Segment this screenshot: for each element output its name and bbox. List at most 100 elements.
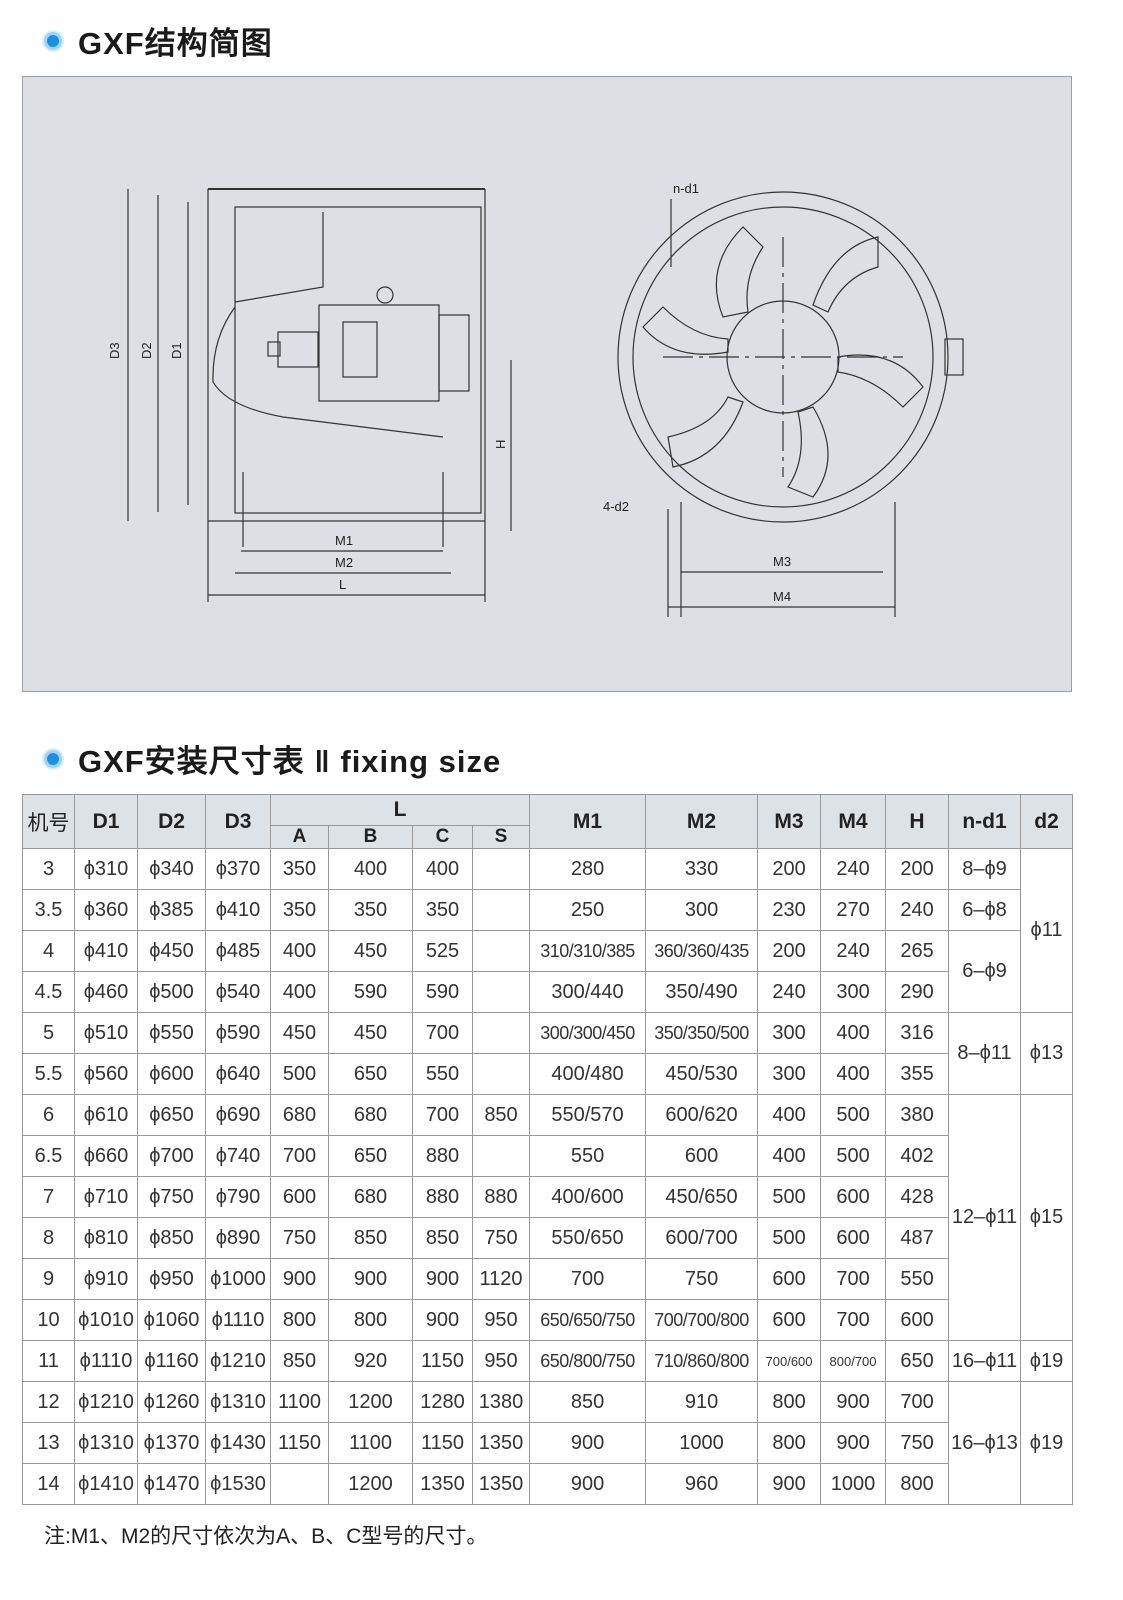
bullet-icon — [44, 749, 62, 768]
fan-diagram: D3 D2 D1 H M1 M2 L n-d1 4-d — [107, 181, 964, 617]
cell-m2: 350/490 — [645, 971, 759, 1013]
cell-l-s: 950 — [471, 1299, 531, 1341]
cell-l-c: 880 — [412, 1135, 473, 1177]
cell-m1: 650/650/750 — [529, 1299, 647, 1341]
cell-l-c: 590 — [412, 971, 473, 1013]
table-row: 6 ϕ610 ϕ650 ϕ690 680 680 700 850 550/570 600/620 4… — [22, 1094, 1074, 1341]
cell-h: 290 — [885, 971, 950, 1013]
cell-no: 12 — [22, 1381, 75, 1423]
cell-l-b: 680 — [328, 1176, 413, 1218]
cell-m1: 650/800/750 — [529, 1340, 647, 1382]
header-m2: M2 — [645, 794, 759, 849]
cell-d2: ϕ340 — [137, 848, 206, 890]
fixing-size-title-text: GXF安装尺寸表 ‖ fixing size — [78, 744, 502, 779]
cell-d1: ϕ410 — [74, 930, 138, 972]
cell-m1: 900 — [529, 1422, 647, 1464]
cell-l-c: 400 — [412, 848, 473, 890]
cell-l-s — [471, 848, 531, 890]
cell-l-s: 950 — [471, 1340, 531, 1382]
cell-m3: 500 — [757, 1176, 822, 1218]
cell-d1: ϕ310 — [74, 848, 138, 890]
cell-n-d1: 6–ϕ9 — [948, 930, 1022, 1013]
cell-l-b: 1200 — [328, 1381, 413, 1423]
cell-no: 6 — [22, 1094, 75, 1136]
cell-d1: ϕ710 — [74, 1176, 138, 1218]
cell-no: 5 — [22, 1012, 75, 1054]
cell-m4: 240 — [820, 930, 887, 972]
cell-m2: 910 — [645, 1381, 759, 1423]
header-a: A — [270, 825, 329, 849]
cell-d1: ϕ1210 — [74, 1381, 138, 1423]
cell-d1: ϕ510 — [74, 1012, 138, 1054]
cell-m1: 550/570 — [529, 1094, 647, 1136]
cell-l-c: 525 — [412, 930, 473, 972]
cell-m4: 600 — [820, 1176, 887, 1218]
cell-d3: ϕ740 — [205, 1135, 271, 1177]
cell-m2: 700/700/800 — [645, 1299, 759, 1341]
cell-m1: 700 — [529, 1258, 647, 1300]
cell-m3: 200 — [757, 930, 822, 972]
cell-l-b: 680 — [328, 1094, 413, 1136]
cell-l-c: 1150 — [412, 1422, 473, 1464]
cell-m1: 850 — [529, 1381, 647, 1423]
cell-l-s — [471, 1053, 531, 1095]
cell-m3: 200 — [757, 848, 822, 890]
cell-l-s: 750 — [471, 1217, 531, 1259]
cell-l-c: 1280 — [412, 1381, 473, 1423]
cell-l-s — [471, 930, 531, 972]
table-row: 8 ϕ810 ϕ850 ϕ890 750 850 850 750 550/650 600/700 5… — [22, 1217, 1073, 1259]
cell-l-b: 590 — [328, 971, 413, 1013]
cell-l-a: 450 — [270, 1012, 329, 1054]
header-m4: M4 — [820, 794, 887, 849]
cell-d3: ϕ1430 — [205, 1422, 271, 1464]
header-h: H — [885, 794, 950, 849]
cell-m1: 300/300/450 — [529, 1012, 647, 1054]
cell-d2: ϕ1470 — [137, 1463, 206, 1505]
cell-l-s — [471, 1012, 531, 1054]
cell-l-a: 350 — [270, 848, 329, 890]
cell-d2-hole: ϕ13 — [1020, 1012, 1074, 1095]
cell-d2: ϕ600 — [137, 1053, 206, 1095]
label-l: L — [339, 577, 346, 592]
cell-no: 6.5 — [22, 1135, 75, 1177]
cell-n-d1: 16–ϕ11 — [948, 1340, 1022, 1382]
cell-h: 700 — [885, 1381, 950, 1423]
cell-h: 380 — [885, 1094, 950, 1136]
cell-l-s: 850 — [471, 1094, 531, 1136]
cell-h: 265 — [885, 930, 950, 972]
cell-m4: 500 — [820, 1135, 887, 1177]
cell-d2: ϕ1160 — [137, 1340, 206, 1382]
cell-no: 4.5 — [22, 971, 75, 1013]
cell-l-b: 450 — [328, 1012, 413, 1054]
cell-m3: 500 — [757, 1217, 822, 1259]
cell-l-c: 700 — [412, 1012, 473, 1054]
cell-m3: 700/600 — [757, 1340, 822, 1382]
side-view — [127, 188, 512, 602]
cell-l-b: 1200 — [328, 1463, 413, 1505]
cell-no: 10 — [22, 1299, 75, 1341]
cell-m1: 400/480 — [529, 1053, 647, 1095]
cell-l-b: 650 — [328, 1053, 413, 1095]
cell-m4: 700 — [820, 1258, 887, 1300]
cell-m2: 600/620 — [645, 1094, 759, 1136]
cell-m2: 750 — [645, 1258, 759, 1300]
cell-d3: ϕ890 — [205, 1217, 271, 1259]
cell-d2: ϕ550 — [137, 1012, 206, 1054]
table-row: 13 ϕ1310 ϕ1370 ϕ1430 1150 1100 1150 1350 900 1000… — [22, 1422, 1073, 1464]
cell-d1: ϕ1110 — [74, 1340, 138, 1382]
cell-d1: ϕ460 — [74, 971, 138, 1013]
cell-m3: 240 — [757, 971, 822, 1013]
cell-d2: ϕ450 — [137, 930, 206, 972]
cell-l-c: 550 — [412, 1053, 473, 1095]
cell-m2: 600/700 — [645, 1217, 759, 1259]
cell-no: 8 — [22, 1217, 75, 1259]
cell-no: 3.5 — [22, 889, 75, 931]
header-d2-hole: d2 — [1020, 794, 1074, 849]
cell-l-a: 600 — [270, 1176, 329, 1218]
cell-m4: 900 — [820, 1422, 887, 1464]
cell-l-s — [471, 889, 531, 931]
cell-m3: 900 — [757, 1463, 822, 1505]
cell-d3: ϕ1000 — [205, 1258, 271, 1300]
table-row: 4.5 ϕ460 ϕ500 ϕ540 400 590 590 300/440 350/490 24… — [22, 971, 1073, 1013]
label-m4: M4 — [773, 589, 791, 604]
